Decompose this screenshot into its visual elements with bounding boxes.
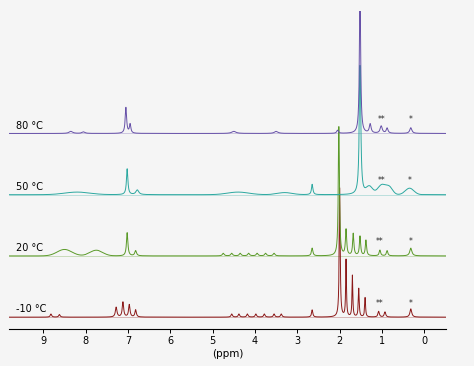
Text: 50 °C: 50 °C <box>16 182 43 192</box>
Text: 80 °C: 80 °C <box>16 121 43 131</box>
Text: **: ** <box>377 115 385 124</box>
Text: 20 °C: 20 °C <box>16 243 43 253</box>
Text: **: ** <box>376 299 384 308</box>
Text: **: ** <box>378 176 386 185</box>
Text: *: * <box>408 176 411 185</box>
X-axis label: (ppm): (ppm) <box>212 349 243 359</box>
Text: *: * <box>409 299 413 308</box>
Text: **: ** <box>376 238 384 246</box>
Text: *: * <box>409 115 413 124</box>
Text: *: * <box>409 238 413 246</box>
Text: -10 °C: -10 °C <box>16 305 46 314</box>
